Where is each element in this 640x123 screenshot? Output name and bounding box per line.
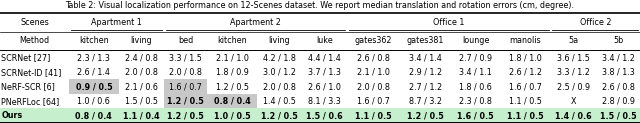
Text: living: living <box>131 36 152 45</box>
Text: NeRF-SCR [6]: NeRF-SCR [6] <box>1 82 55 91</box>
Text: 3.4 / 1.4: 3.4 / 1.4 <box>409 53 442 62</box>
Text: Ours: Ours <box>1 111 22 120</box>
Text: 2.4 / 0.8: 2.4 / 0.8 <box>125 53 157 62</box>
Text: 3.0 / 1.2: 3.0 / 1.2 <box>263 68 296 77</box>
Text: 3.3 / 1.2: 3.3 / 1.2 <box>557 68 590 77</box>
Text: 2.6 / 1.4: 2.6 / 1.4 <box>77 68 110 77</box>
Text: 1.5 / 0.6: 1.5 / 0.6 <box>306 111 342 120</box>
Text: Apartment 1: Apartment 1 <box>91 18 141 27</box>
Text: 0.8 / 0.4: 0.8 / 0.4 <box>76 111 112 120</box>
Text: 3.7 / 1.3: 3.7 / 1.3 <box>308 68 341 77</box>
Text: 2.3 / 1.3: 2.3 / 1.3 <box>77 53 110 62</box>
Text: 2.3 / 0.8: 2.3 / 0.8 <box>459 97 492 106</box>
Text: 2.6 / 1.0: 2.6 / 1.0 <box>308 82 341 91</box>
Text: 0.9 / 0.5: 0.9 / 0.5 <box>76 82 112 91</box>
Text: living: living <box>268 36 290 45</box>
Text: Method: Method <box>19 36 50 45</box>
Text: 1.1 / 0.4: 1.1 / 0.4 <box>123 111 159 120</box>
Text: 3.6 / 1.5: 3.6 / 1.5 <box>557 53 590 62</box>
Text: 2.7 / 0.9: 2.7 / 0.9 <box>459 53 492 62</box>
Text: bed: bed <box>178 36 193 45</box>
Text: 1.8 / 0.6: 1.8 / 0.6 <box>460 82 492 91</box>
Text: 2.1 / 1.0: 2.1 / 1.0 <box>216 53 248 62</box>
Text: 2.0 / 0.8: 2.0 / 0.8 <box>125 68 157 77</box>
Text: 2.1 / 0.6: 2.1 / 0.6 <box>125 82 157 91</box>
Text: 1.5 / 0.5: 1.5 / 0.5 <box>600 111 637 120</box>
Text: Apartment 2: Apartment 2 <box>230 18 281 27</box>
Text: 0.8 / 0.4: 0.8 / 0.4 <box>214 97 250 106</box>
Text: 2.6 / 0.8: 2.6 / 0.8 <box>602 82 635 91</box>
Text: 1.6 / 0.5: 1.6 / 0.5 <box>458 111 494 120</box>
Text: 1.4 / 0.6: 1.4 / 0.6 <box>555 111 592 120</box>
Text: 2.8 / 0.9: 2.8 / 0.9 <box>602 97 635 106</box>
Text: Office 1: Office 1 <box>433 18 465 27</box>
Text: PNeRFLoc [64]: PNeRFLoc [64] <box>1 97 60 106</box>
Text: lounge: lounge <box>462 36 490 45</box>
Bar <box>164 94 207 108</box>
Text: manolis: manolis <box>509 36 541 45</box>
Text: 1.8 / 0.9: 1.8 / 0.9 <box>216 68 248 77</box>
Text: 1.2 / 0.5: 1.2 / 0.5 <box>167 97 204 106</box>
Text: 1.2 / 0.5: 1.2 / 0.5 <box>216 82 248 91</box>
Text: 1.6 / 0.7: 1.6 / 0.7 <box>169 82 202 91</box>
Bar <box>69 79 118 94</box>
Text: 5b: 5b <box>613 36 623 45</box>
Text: 2.0 / 0.8: 2.0 / 0.8 <box>356 82 390 91</box>
Text: 1.0 / 0.6: 1.0 / 0.6 <box>77 97 110 106</box>
Text: 4.2 / 1.8: 4.2 / 1.8 <box>263 53 296 62</box>
Text: 1.2 / 0.5: 1.2 / 0.5 <box>167 111 204 120</box>
Text: kitchen: kitchen <box>217 36 247 45</box>
Text: 1.2 / 0.5: 1.2 / 0.5 <box>261 111 298 120</box>
Text: 2.0 / 0.8: 2.0 / 0.8 <box>263 82 296 91</box>
Bar <box>164 79 207 94</box>
Text: Office 2: Office 2 <box>580 18 611 27</box>
Text: 2.6 / 1.2: 2.6 / 1.2 <box>509 68 541 77</box>
Text: 1.1 / 0.5: 1.1 / 0.5 <box>355 111 392 120</box>
Text: 3.4 / 1.2: 3.4 / 1.2 <box>602 53 635 62</box>
Text: 2.0 / 0.8: 2.0 / 0.8 <box>169 68 202 77</box>
Text: 3.4 / 1.1: 3.4 / 1.1 <box>460 68 492 77</box>
Text: 1.8 / 1.0: 1.8 / 1.0 <box>509 53 541 62</box>
Text: SCRNet-ID [41]: SCRNet-ID [41] <box>1 68 61 77</box>
Text: 1.0 / 0.5: 1.0 / 0.5 <box>214 111 250 120</box>
Text: gates362: gates362 <box>355 36 392 45</box>
Text: 2.5 / 0.9: 2.5 / 0.9 <box>557 82 590 91</box>
Text: kitchen: kitchen <box>79 36 109 45</box>
Text: X: X <box>571 97 576 106</box>
Text: 1.4 / 0.5: 1.4 / 0.5 <box>263 97 296 106</box>
Text: 1.1 / 0.5: 1.1 / 0.5 <box>509 97 541 106</box>
Text: 1.1 / 0.5: 1.1 / 0.5 <box>507 111 543 120</box>
Text: 8.7 / 3.2: 8.7 / 3.2 <box>409 97 442 106</box>
Text: 1.5 / 0.5: 1.5 / 0.5 <box>125 97 157 106</box>
Text: 2.6 / 0.8: 2.6 / 0.8 <box>356 53 390 62</box>
Text: Table 2: Visual localization performance on 12-Scenes dataset. We report median : Table 2: Visual localization performance… <box>65 1 575 10</box>
Text: Scenes: Scenes <box>20 18 49 27</box>
Text: 1.6 / 0.7: 1.6 / 0.7 <box>356 97 390 106</box>
Text: luke: luke <box>316 36 333 45</box>
Text: 4.4 / 1.4: 4.4 / 1.4 <box>308 53 340 62</box>
Text: SCRNet [27]: SCRNet [27] <box>1 53 51 62</box>
Text: 1.6 / 0.7: 1.6 / 0.7 <box>509 82 541 91</box>
Text: 3.8 / 1.3: 3.8 / 1.3 <box>602 68 634 77</box>
Bar <box>0 108 640 123</box>
Text: 2.9 / 1.2: 2.9 / 1.2 <box>409 68 442 77</box>
Text: 5a: 5a <box>568 36 579 45</box>
Text: 2.7 / 1.2: 2.7 / 1.2 <box>409 82 442 91</box>
Text: 2.1 / 1.0: 2.1 / 1.0 <box>356 68 390 77</box>
Bar <box>207 94 257 108</box>
Text: 8.1 / 3.3: 8.1 / 3.3 <box>308 97 340 106</box>
Text: 1.2 / 0.5: 1.2 / 0.5 <box>407 111 444 120</box>
Text: gates381: gates381 <box>407 36 444 45</box>
Text: 3.3 / 1.5: 3.3 / 1.5 <box>169 53 202 62</box>
